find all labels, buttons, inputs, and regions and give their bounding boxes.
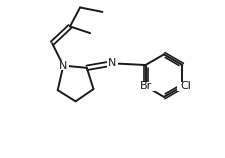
FancyBboxPatch shape	[58, 61, 69, 70]
Text: Br: Br	[140, 81, 152, 91]
FancyBboxPatch shape	[136, 82, 155, 91]
Text: N: N	[59, 61, 68, 71]
FancyBboxPatch shape	[107, 59, 118, 68]
Text: Cl: Cl	[180, 81, 191, 91]
Text: N: N	[108, 58, 117, 68]
FancyBboxPatch shape	[177, 82, 194, 91]
